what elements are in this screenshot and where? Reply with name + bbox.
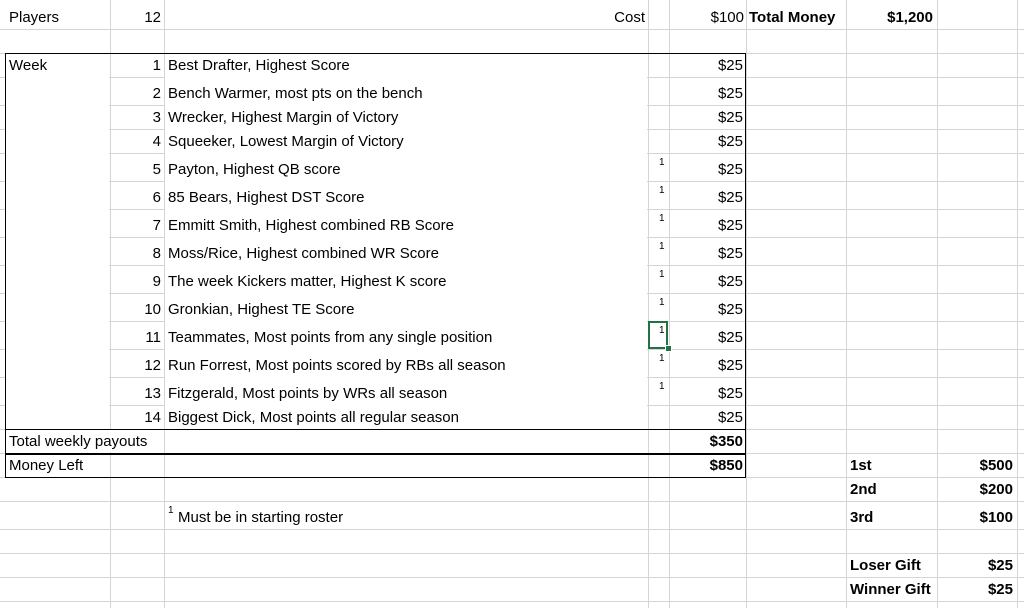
players-value[interactable]: 12 xyxy=(144,9,161,26)
week-number[interactable]: 11 xyxy=(145,329,161,346)
total-weekly-value[interactable]: $350 xyxy=(709,433,743,450)
week-description[interactable]: Moss/Rice, Highest combined WR Score xyxy=(168,245,439,262)
week-number[interactable]: 13 xyxy=(144,385,161,402)
fill-handle[interactable] xyxy=(665,345,672,352)
week-payout[interactable]: $25 xyxy=(717,85,743,102)
week-payout[interactable]: $25 xyxy=(717,301,743,318)
week-note[interactable]: 1 xyxy=(659,213,665,224)
total-weekly-label[interactable]: Total weekly payouts xyxy=(9,433,148,450)
week-payout[interactable]: $25 xyxy=(717,109,743,126)
week-note[interactable]: 1 xyxy=(659,325,665,336)
week-note[interactable]: 1 xyxy=(659,157,665,168)
week-note[interactable]: 1 xyxy=(659,381,665,392)
week-number[interactable]: 6 xyxy=(152,189,161,206)
week-number[interactable]: 7 xyxy=(152,217,161,234)
week-note[interactable]: 1 xyxy=(659,297,665,308)
week-number[interactable]: 8 xyxy=(152,245,161,262)
week-description[interactable]: Run Forrest, Most points scored by RBs a… xyxy=(168,357,506,374)
week-payout[interactable]: $25 xyxy=(717,161,743,178)
week-number[interactable]: 5 xyxy=(152,161,161,178)
week-description[interactable]: The week Kickers matter, Highest K score xyxy=(168,273,447,290)
week-note[interactable]: 1 xyxy=(659,269,665,280)
week-payout[interactable]: $25 xyxy=(717,273,743,290)
players-label[interactable]: Players xyxy=(9,9,60,26)
cost-label[interactable]: Cost xyxy=(614,9,645,26)
money-left-value[interactable]: $850 xyxy=(709,457,743,474)
week-number[interactable]: 1 xyxy=(152,57,161,74)
week-payout[interactable]: $25 xyxy=(717,133,743,150)
footnote-marker: 1 xyxy=(168,505,174,516)
overflow-mask-1 xyxy=(5,54,109,429)
week-description[interactable]: Biggest Dick, Most points all regular se… xyxy=(168,409,459,426)
prize-value[interactable]: $200 xyxy=(979,481,1013,498)
week-description[interactable]: Gronkian, Highest TE Score xyxy=(168,301,355,318)
cost-value[interactable]: $100 xyxy=(710,9,744,26)
prize-label[interactable]: 3rd xyxy=(850,509,874,526)
overflow-mask-2 xyxy=(165,54,647,429)
prize-label[interactable]: Winner Gift xyxy=(850,581,931,598)
prize-value[interactable]: $100 xyxy=(979,509,1013,526)
week-payout[interactable]: $25 xyxy=(717,217,743,234)
prize-label[interactable]: Loser Gift xyxy=(850,557,921,574)
footnote-text[interactable]: Must be in starting roster xyxy=(178,509,344,526)
week-number[interactable]: 10 xyxy=(144,301,161,318)
week-description[interactable]: 85 Bears, Highest DST Score xyxy=(168,189,365,206)
week-description[interactable]: Teammates, Most points from any single p… xyxy=(168,329,493,346)
total-money-label[interactable]: Total Money xyxy=(749,9,836,26)
selected-cell[interactable] xyxy=(648,321,668,349)
week-payout[interactable]: $25 xyxy=(717,57,743,74)
week-description[interactable]: Emmitt Smith, Highest combined RB Score xyxy=(168,217,454,234)
money-left-label[interactable]: Money Left xyxy=(9,457,84,474)
week-number[interactable]: 4 xyxy=(152,133,161,150)
week-description[interactable]: Bench Warmer, most pts on the bench xyxy=(168,85,423,102)
week-payout[interactable]: $25 xyxy=(717,409,743,426)
week-description[interactable]: Best Drafter, Highest Score xyxy=(168,57,350,74)
overflow-mask-3 xyxy=(5,430,164,452)
week-description[interactable]: Squeeker, Lowest Margin of Victory xyxy=(168,133,404,150)
week-number[interactable]: 9 xyxy=(152,273,161,290)
prize-label[interactable]: 1st xyxy=(850,457,872,474)
week-number[interactable]: 12 xyxy=(144,357,161,374)
week-label[interactable]: Week xyxy=(9,57,48,74)
total-money-value[interactable]: $1,200 xyxy=(887,9,933,26)
week-payout[interactable]: $25 xyxy=(717,357,743,374)
overflow-mask-4 xyxy=(165,502,647,528)
week-number[interactable]: 14 xyxy=(144,409,161,426)
week-description[interactable]: Fitzgerald, Most points by WRs all seaso… xyxy=(168,385,448,402)
prize-value[interactable]: $500 xyxy=(979,457,1013,474)
prize-value[interactable]: $25 xyxy=(987,557,1013,574)
week-description[interactable]: Wrecker, Highest Margin of Victory xyxy=(168,109,399,126)
week-note[interactable]: 1 xyxy=(659,241,665,252)
week-payout[interactable]: $25 xyxy=(717,189,743,206)
week-note[interactable]: 1 xyxy=(659,185,665,196)
week-note[interactable]: 1 xyxy=(659,353,665,364)
week-number[interactable]: 3 xyxy=(152,109,161,126)
week-payout[interactable]: $25 xyxy=(717,329,743,346)
prize-value[interactable]: $25 xyxy=(987,581,1013,598)
week-payout[interactable]: $25 xyxy=(717,245,743,262)
prize-label[interactable]: 2nd xyxy=(850,481,877,498)
week-payout[interactable]: $25 xyxy=(717,385,743,402)
week-number[interactable]: 2 xyxy=(152,85,161,102)
week-description[interactable]: Payton, Highest QB score xyxy=(168,161,341,178)
